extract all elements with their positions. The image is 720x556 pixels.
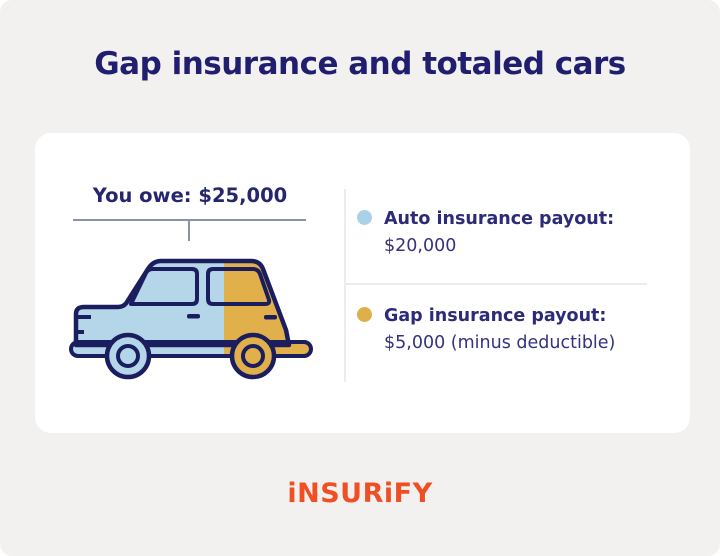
rear-door-handle (264, 315, 277, 320)
front-wheel-hub (116, 344, 140, 368)
front-window (129, 267, 199, 306)
rear-wheel-hub (241, 344, 265, 368)
legend-item-gap-insurance: Gap insurance payout: $5,000 (minus dedu… (357, 303, 615, 357)
diagram-card: You owe: $25,000 (35, 133, 690, 433)
front-door-handle (187, 314, 200, 319)
auto-insurance-label: Auto insurance payout: (384, 209, 615, 229)
legend-item-auto-insurance: Auto insurance payout: $20,000 (357, 206, 614, 260)
auto-insurance-dot-icon (357, 210, 372, 225)
rear-wheel (229, 332, 277, 380)
gap-insurance-dot-icon (357, 307, 372, 322)
legend-divider (345, 283, 647, 285)
owe-amount-label: You owe: $25,000 (92, 184, 288, 207)
vertical-divider (344, 189, 346, 382)
front-wheel (104, 332, 152, 380)
gap-insurance-value: $5,000 (minus deductible) (384, 333, 616, 353)
auto-insurance-value: $20,000 (384, 236, 457, 256)
car-bumper-outline (69, 340, 313, 358)
gap-insurance-label: Gap insurance payout: (384, 306, 607, 326)
bracket-tick (188, 220, 190, 241)
insurify-logo: iNSURiFY (287, 478, 433, 509)
page-title: Gap insurance and totaled cars (94, 46, 626, 82)
car-icon (69, 258, 313, 380)
rear-window (206, 267, 272, 306)
